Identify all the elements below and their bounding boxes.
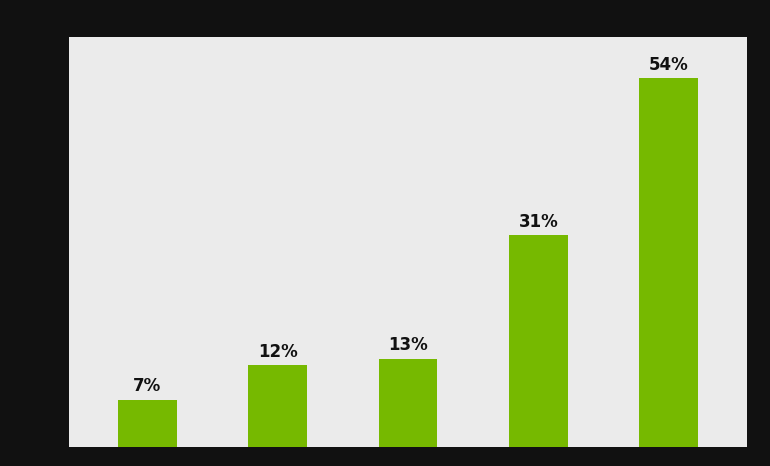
- Bar: [509, 235, 567, 447]
- Text: 7%: 7%: [133, 377, 162, 396]
- Bar: [379, 358, 437, 447]
- Bar: [118, 399, 177, 447]
- Bar: [639, 78, 698, 447]
- Text: 13%: 13%: [388, 336, 428, 355]
- Text: 54%: 54%: [649, 56, 688, 74]
- Bar: [249, 365, 307, 447]
- Text: 31%: 31%: [518, 213, 558, 232]
- Text: 12%: 12%: [258, 343, 298, 361]
